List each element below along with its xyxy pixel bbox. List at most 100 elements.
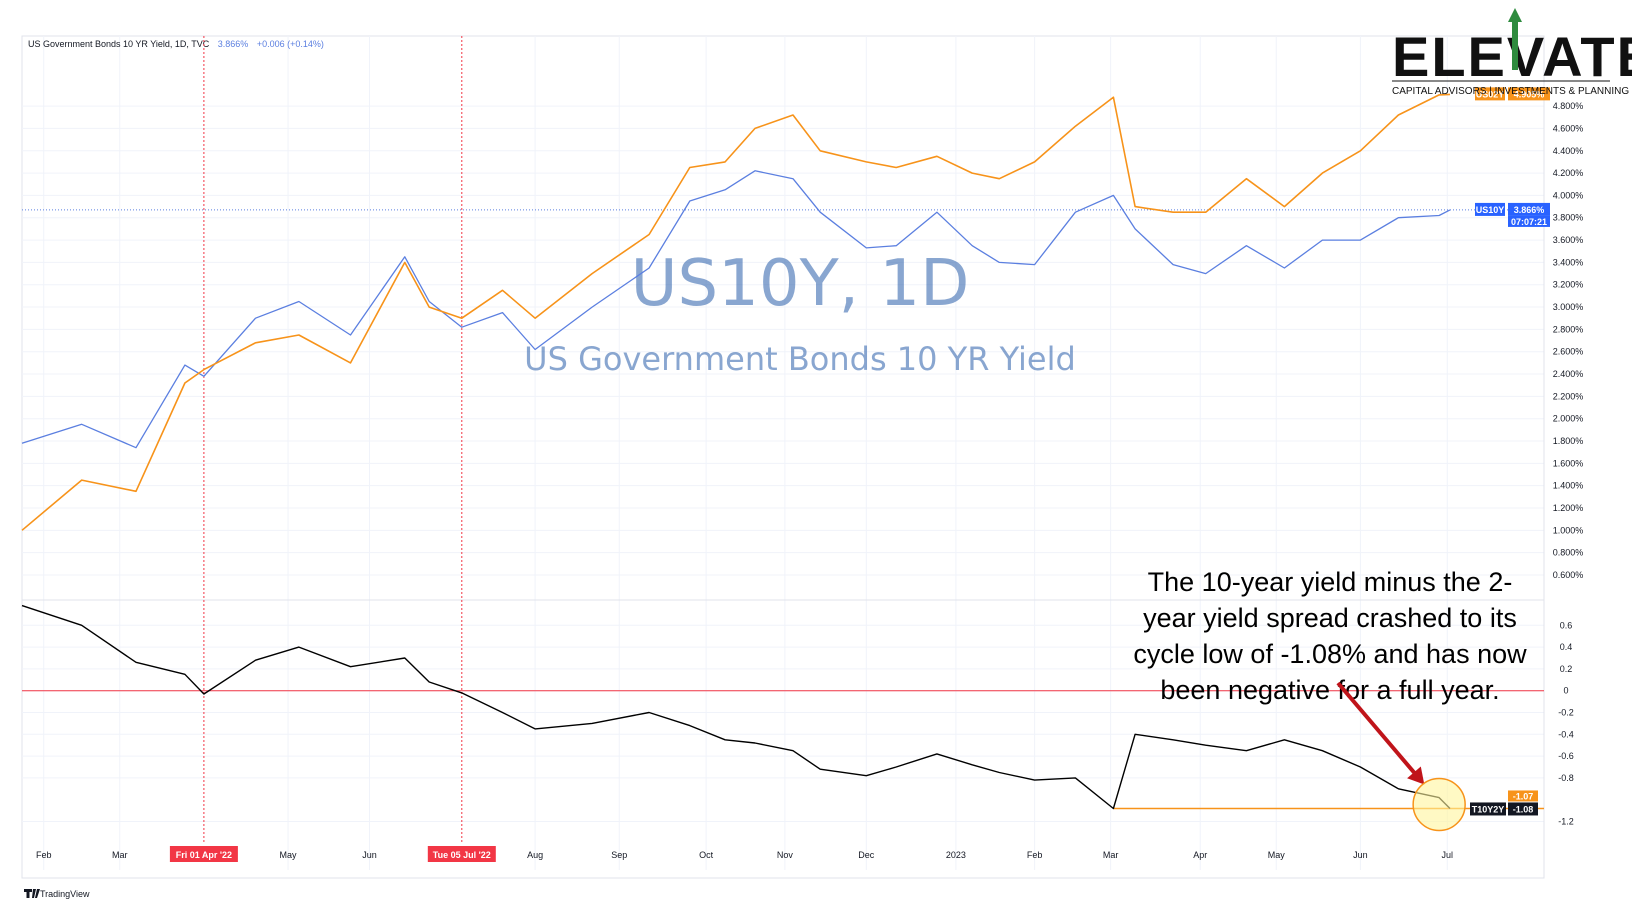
y-tick-top: 1.000% bbox=[1553, 525, 1584, 535]
elevate-logo: ELEVATE CAPITAL ADVISORS | INVESTMENTS &… bbox=[1392, 8, 1632, 97]
annotation: The 10-year yield minus the 2- year yiel… bbox=[1133, 567, 1527, 705]
y-tick-bottom: -1.2 bbox=[1558, 817, 1574, 827]
y-tick-top: 4.400% bbox=[1553, 146, 1584, 156]
y-tick-top: 3.600% bbox=[1553, 235, 1584, 245]
us10y-tag-name-bg bbox=[1475, 202, 1505, 216]
y-tick-bottom: -0.2 bbox=[1558, 708, 1574, 718]
x-tick: Jun bbox=[1353, 850, 1368, 860]
x-tick: Sep bbox=[611, 850, 627, 860]
arrow-head bbox=[1407, 766, 1425, 785]
x-tick: Jul bbox=[1442, 850, 1454, 860]
marker-label: Fri 01 Apr '22 bbox=[176, 850, 232, 860]
tradingview-brand: TradingView bbox=[24, 889, 90, 899]
x-tick: Jun bbox=[362, 850, 377, 860]
us02y-tag-name-bg bbox=[1475, 87, 1505, 101]
x-tick: May bbox=[1268, 850, 1286, 860]
us02y-tag-value-bg bbox=[1508, 87, 1550, 101]
y-tick-top: 1.400% bbox=[1553, 481, 1584, 491]
y-tick-top: 3.400% bbox=[1553, 257, 1584, 267]
y-tick-top: 4.600% bbox=[1553, 123, 1584, 133]
logo-arrow-icon bbox=[1508, 8, 1522, 70]
x-tick: Aug bbox=[527, 850, 543, 860]
t10y2y-tag-name-bg bbox=[1470, 802, 1506, 816]
x-tick: Oct bbox=[699, 850, 714, 860]
us02y-line bbox=[21, 93, 1451, 531]
series-layer bbox=[21, 93, 1544, 810]
y-tick-top: 1.600% bbox=[1553, 458, 1584, 468]
x-tick: Dec bbox=[858, 850, 875, 860]
t10y2y-tag-value: -1.08 bbox=[1513, 804, 1534, 814]
y-tick-bottom: 0.6 bbox=[1560, 620, 1573, 630]
y-tick-bottom: -0.6 bbox=[1558, 751, 1574, 761]
logo-tagline: CAPITAL ADVISORS | INVESTMENTS & PLANNIN… bbox=[1392, 86, 1629, 97]
y-tick-top: 1.800% bbox=[1553, 436, 1584, 446]
cycle-low-circle bbox=[1412, 777, 1466, 832]
t10y2y-prev-bg bbox=[1508, 790, 1538, 802]
y-tick-bottom: 0.4 bbox=[1560, 642, 1573, 652]
t10y2y-tag-value-bg bbox=[1508, 802, 1538, 816]
x-tick: Feb bbox=[36, 850, 52, 860]
x-tick: Feb bbox=[1027, 850, 1043, 860]
annotation-line-2: year yield spread crashed to its bbox=[1143, 603, 1517, 633]
y-tick-top: 4.800% bbox=[1553, 101, 1584, 111]
date-markers: Fri 01 Apr '22 Tue 05 Jul '22 bbox=[169, 36, 496, 862]
marker-label-bg bbox=[169, 846, 238, 862]
us10y-tag-time: 07:07:21 bbox=[1511, 217, 1547, 227]
time-axis: Feb Mar May Jun Aug Sep Oct Nov Dec 2023 Feb Mar Apr… bbox=[36, 850, 1453, 860]
chart-frame bbox=[21, 35, 1545, 879]
tradingview-logo-icon bbox=[24, 889, 40, 898]
annotation-line-1: The 10-year yield minus the 2- bbox=[1148, 567, 1513, 597]
t10y2y-prev-value: -1.07 bbox=[1513, 791, 1534, 801]
us02y-tag-name: US02Y bbox=[1476, 89, 1505, 99]
y-tick-top: 3.800% bbox=[1553, 213, 1584, 223]
tradingview-label: TradingView bbox=[40, 889, 90, 899]
cycle-low-highlight bbox=[1412, 777, 1466, 832]
y-tick-top: 0.800% bbox=[1553, 548, 1584, 558]
y-tick-bottom: 0.2 bbox=[1560, 664, 1573, 674]
x-tick: May bbox=[280, 850, 298, 860]
y-tick-top: 2.400% bbox=[1553, 369, 1584, 379]
annotation-arrow bbox=[1336, 681, 1425, 785]
y-tick-top: 2.200% bbox=[1553, 391, 1584, 401]
us10y-tag-name: US10Y bbox=[1476, 205, 1505, 215]
y-tick-bottom: -0.4 bbox=[1558, 729, 1574, 739]
y-tick-top: 3.000% bbox=[1553, 302, 1584, 312]
annotation-line-3: cycle low of -1.08% and has now bbox=[1133, 639, 1527, 669]
y-tick-top: 2.000% bbox=[1553, 414, 1584, 424]
y-tick-top: 3.200% bbox=[1553, 280, 1584, 290]
t10y2y-tag-name: T10Y2Y bbox=[1472, 804, 1505, 814]
y-tick-top: 2.600% bbox=[1553, 347, 1584, 357]
t10y2y-line bbox=[21, 604, 1451, 810]
watermark-subtitle: US Government Bonds 10 YR Yield bbox=[524, 340, 1076, 378]
marker-label-bg bbox=[427, 846, 496, 862]
legend-symbol: US Government Bonds 10 YR Yield, 1D, TVC… bbox=[28, 39, 324, 49]
watermark-title: US10Y, 1D bbox=[631, 247, 970, 321]
y-tick-top: 0.600% bbox=[1553, 570, 1584, 580]
y-tick-top: 2.800% bbox=[1553, 324, 1584, 334]
x-tick: Apr bbox=[1193, 850, 1207, 860]
us10y-tag-value-bg bbox=[1508, 202, 1550, 216]
legend-symbol-text: US Government Bonds 10 YR Yield, 1D, TVC bbox=[28, 39, 210, 49]
us10y-tag-time-bg bbox=[1508, 215, 1550, 227]
y-tick-top: 4.200% bbox=[1553, 168, 1584, 178]
y-tick-top: 4.000% bbox=[1553, 190, 1584, 200]
y-tick-bottom: 0 bbox=[1563, 686, 1568, 696]
grid bbox=[22, 36, 1544, 870]
legend-value: 3.866% bbox=[218, 39, 249, 49]
y-tick-bottom: -0.8 bbox=[1558, 773, 1574, 783]
us10y-line bbox=[21, 170, 1451, 449]
legend-change: +0.006 (+0.14%) bbox=[257, 39, 324, 49]
x-tick: 2023 bbox=[946, 850, 966, 860]
arrow-shaft bbox=[1336, 681, 1421, 780]
x-tick: Nov bbox=[777, 850, 794, 860]
x-tick: Mar bbox=[1103, 850, 1119, 860]
marker-label: Tue 05 Jul '22 bbox=[433, 850, 491, 860]
us02y-tag-value: 4.905% bbox=[1514, 89, 1545, 99]
y-tick-top: 1.200% bbox=[1553, 503, 1584, 513]
annotation-line-4: been negative for a full year. bbox=[1160, 675, 1499, 705]
us10y-tag-value: 3.866% bbox=[1514, 205, 1545, 215]
price-axis: 4.800% 4.600% 4.400% 4.200% 4.000% 3.800% 3.60… bbox=[1553, 101, 1584, 826]
price-tags: US02Y 4.905% US10Y 3.866% 07:07:21 -1.07 T10Y2… bbox=[1470, 87, 1550, 816]
x-tick: Mar bbox=[112, 850, 128, 860]
